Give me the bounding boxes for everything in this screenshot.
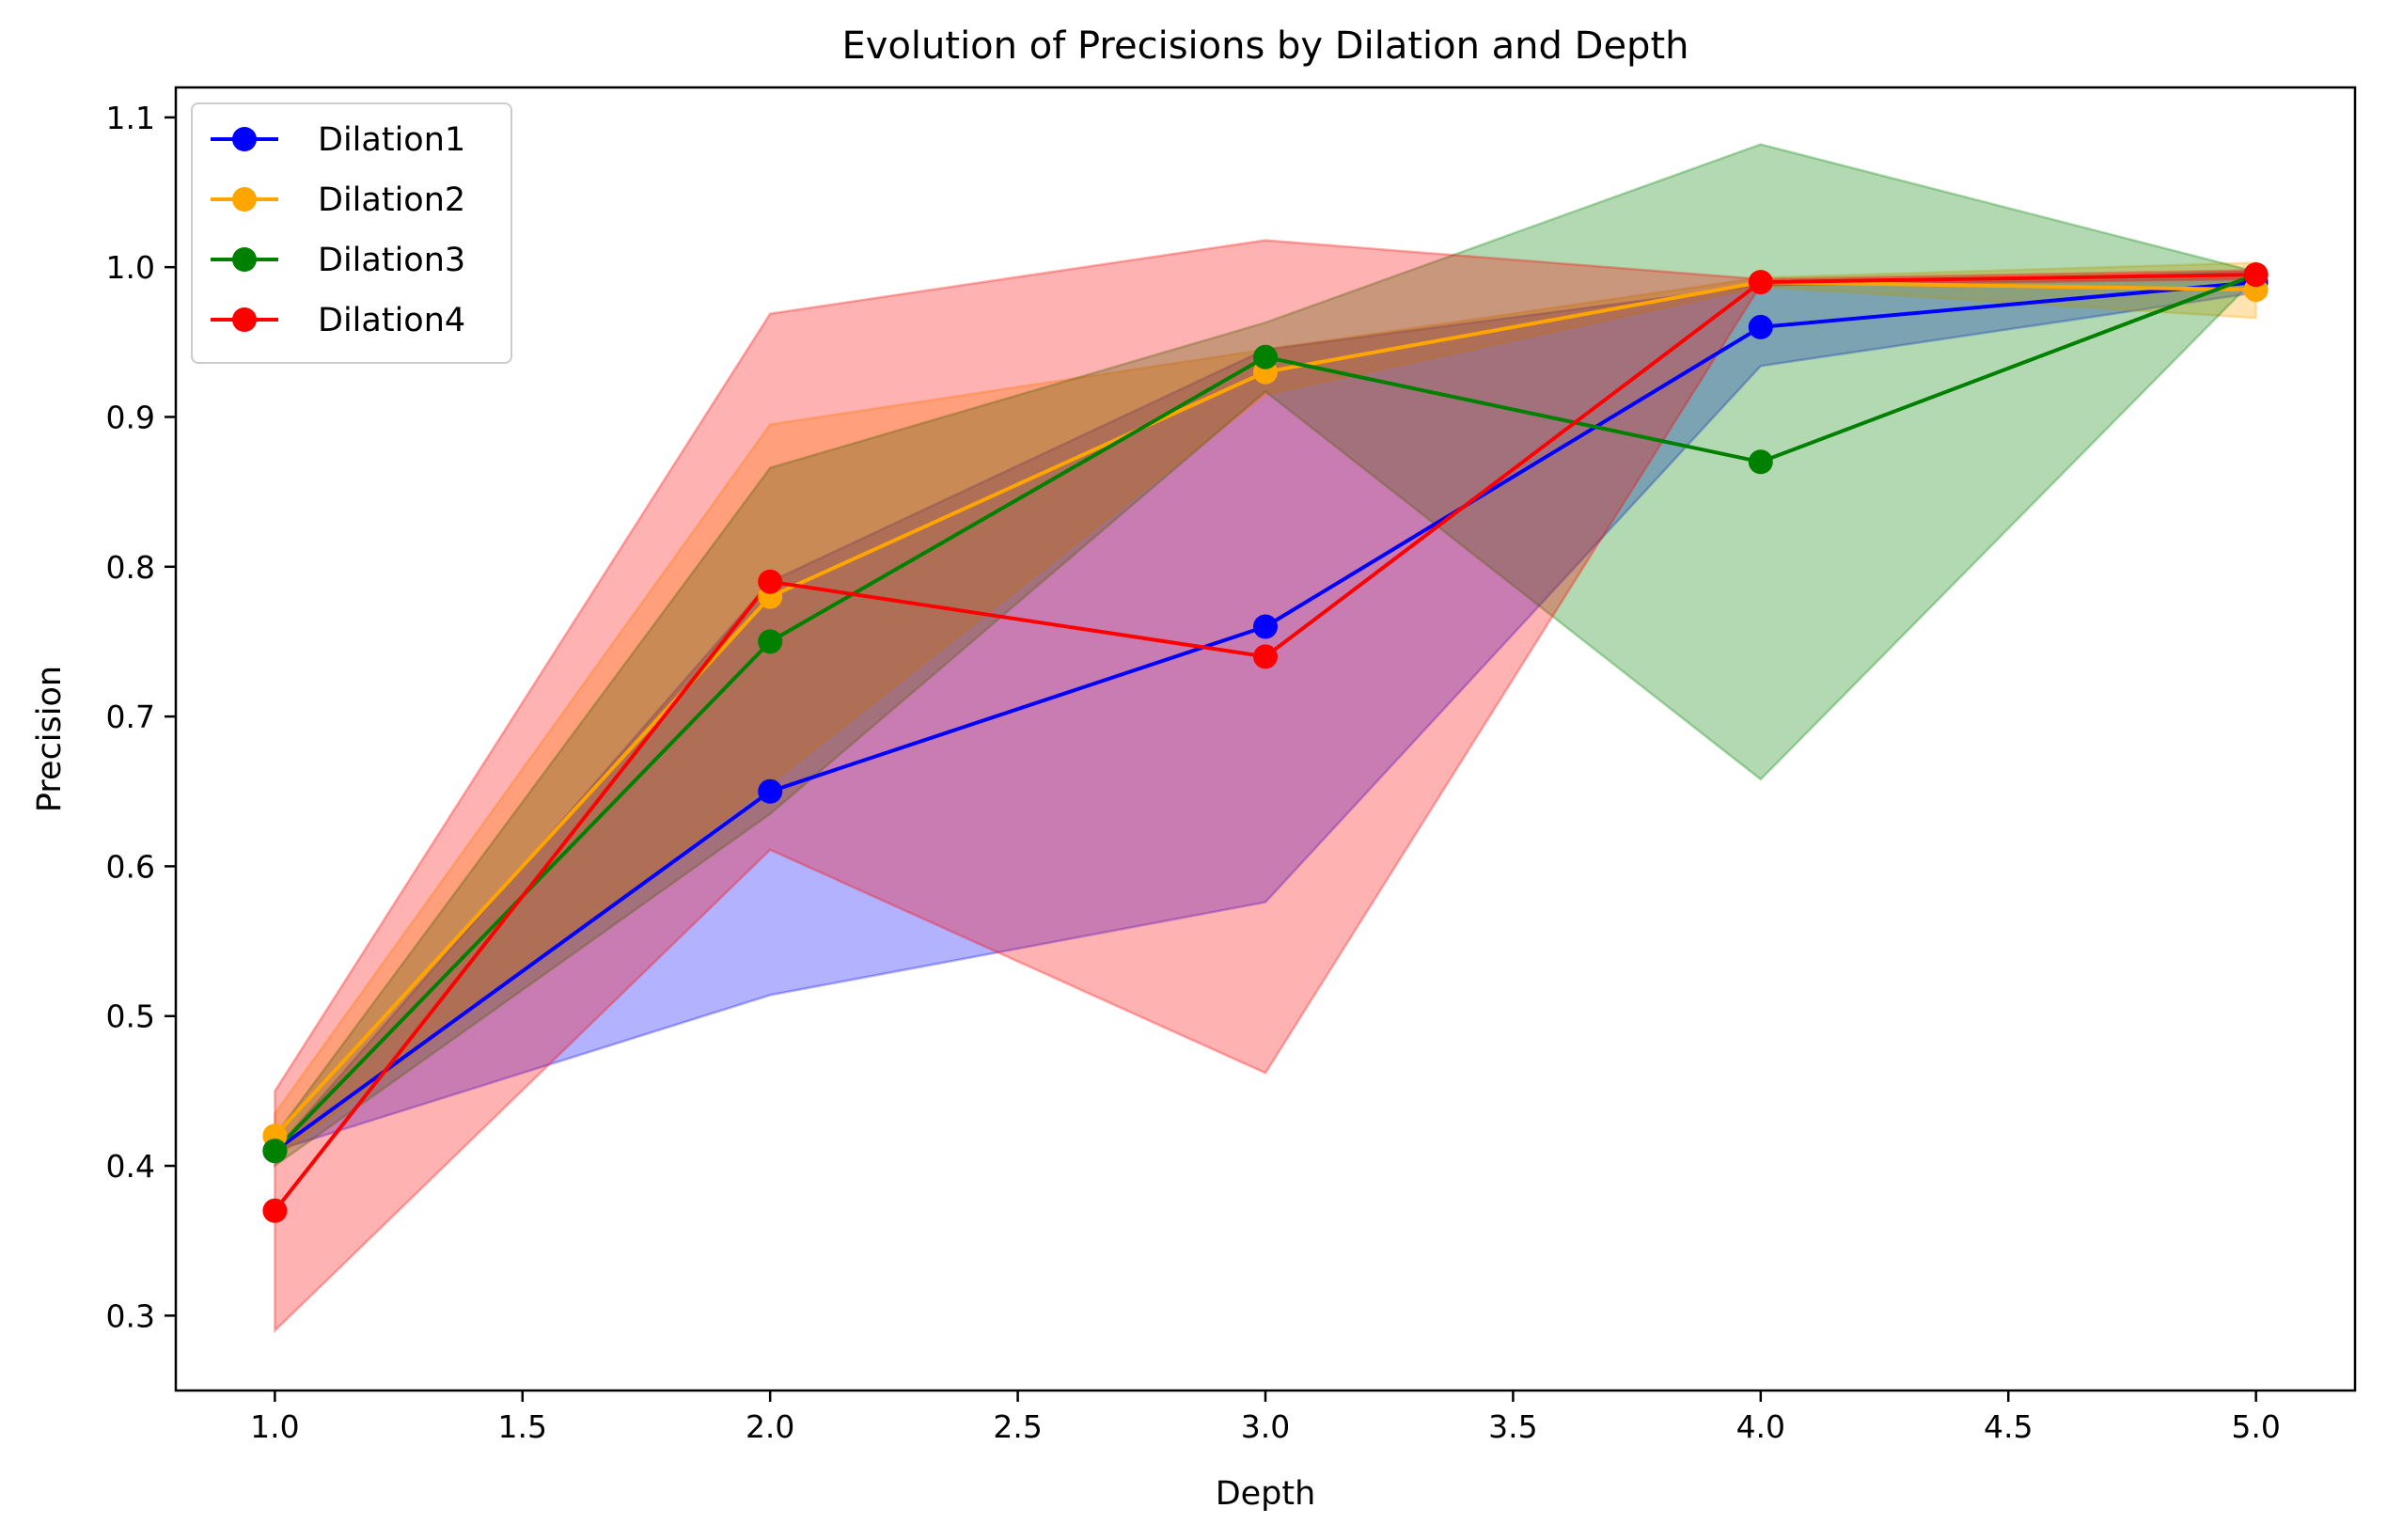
series-markers	[262, 262, 2269, 1223]
dilation4-point	[1253, 644, 1278, 669]
dilation2-band	[274, 261, 2257, 1161]
dilation4-point	[1748, 270, 1773, 295]
dilation3-point	[1253, 344, 1278, 369]
y-tick-label: 0.4	[106, 1148, 155, 1185]
dilation3-point	[1748, 449, 1773, 475]
x-axis-label: Depth	[1216, 1475, 1316, 1513]
y-tick-label: 0.8	[106, 549, 155, 586]
x-tick-label: 4.5	[1984, 1408, 2033, 1445]
legend-label-dilation1: Dilation1	[318, 121, 465, 159]
legend-marker-dilation4	[232, 307, 257, 332]
dilation1-point	[1748, 314, 1773, 339]
y-tick-label: 0.7	[106, 699, 155, 735]
chart-title: Evolution of Precisions by Dilation and …	[842, 24, 1689, 68]
dilation4-point	[262, 1198, 288, 1223]
y-tick-label: 0.6	[106, 848, 155, 885]
y-axis-ticks: 0.3 0.4 0.5 0.6 0.7 0.8 0.9 1.0 1.1	[106, 100, 176, 1334]
legend-marker-dilation2	[232, 187, 257, 212]
y-tick-label: 0.5	[106, 998, 155, 1035]
legend-label-dilation2: Dilation2	[318, 181, 465, 219]
y-tick-label: 0.9	[106, 399, 155, 435]
y-axis-label: Precision	[31, 666, 69, 812]
legend-label-dilation3: Dilation3	[318, 242, 465, 279]
legend: Dilation1 Dilation2 Dilation3 Dilation4	[191, 102, 512, 364]
y-tick-label: 0.3	[106, 1297, 155, 1334]
legend-label-dilation4: Dilation4	[318, 302, 465, 339]
x-tick-label: 4.0	[1736, 1408, 1785, 1445]
legend-box	[191, 102, 512, 364]
dilation3-point	[758, 629, 783, 654]
x-tick-label: 1.0	[250, 1408, 299, 1445]
confidence-bands	[271, 143, 2257, 1334]
x-tick-label: 5.0	[2231, 1408, 2280, 1445]
x-axis-ticks: 1.0 1.5 2.0 2.5 3.0 3.5 4.0 4.5 5.0	[250, 1391, 2281, 1445]
legend-marker-dilation1	[232, 127, 257, 151]
x-tick-label: 3.0	[1241, 1408, 1290, 1445]
y-tick-label: 1.0	[106, 249, 155, 286]
dilation1-point	[758, 778, 783, 804]
x-tick-label: 3.5	[1488, 1408, 1537, 1445]
dilation1-point	[1253, 614, 1278, 639]
dilation4-point	[2243, 262, 2269, 288]
dilation4-point	[758, 569, 783, 594]
y-tick-label: 1.1	[106, 100, 155, 136]
dilation3-point	[262, 1139, 288, 1164]
x-tick-label: 2.0	[746, 1408, 794, 1445]
x-tick-label: 1.5	[498, 1408, 547, 1445]
legend-marker-dilation3	[232, 247, 257, 272]
x-tick-label: 2.5	[993, 1408, 1042, 1445]
